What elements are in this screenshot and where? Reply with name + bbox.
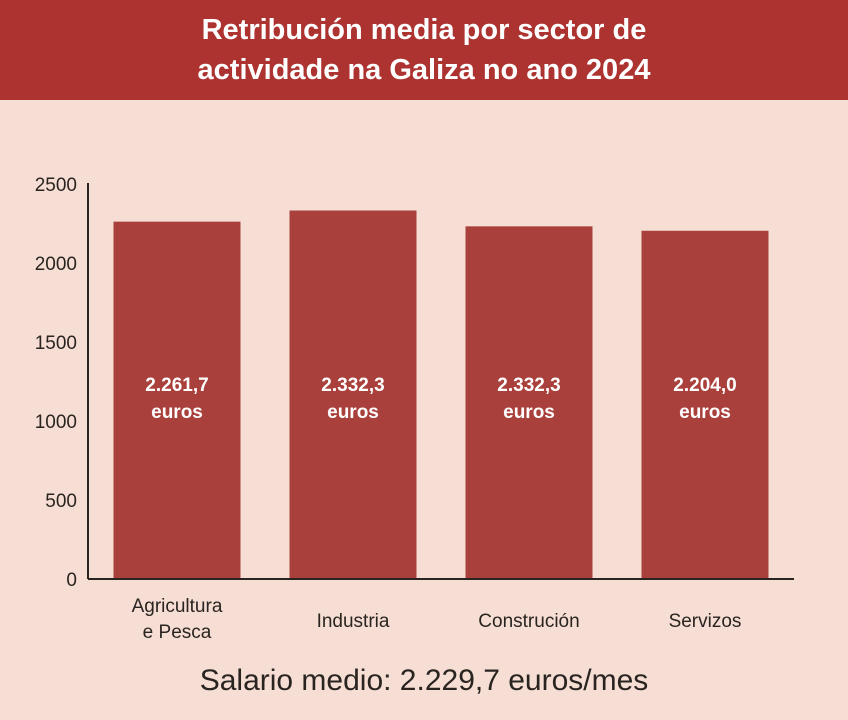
bar-value-label: euros [327, 402, 379, 423]
bar-value-label: 2.204,0 [673, 375, 736, 396]
bar-value-label: euros [679, 402, 731, 423]
category-label: Servizos [669, 611, 742, 632]
average-salary-caption: Salario medio: 2.229,7 euros/mes [199, 664, 649, 697]
bar-chart: 0 500 1000 1500 2000 2500 2.261,7 euros Agricult… [35, 175, 794, 643]
y-tick-label: 1000 [35, 412, 77, 433]
y-tick-label: 500 [45, 491, 77, 512]
bar-value-label: 2.332,3 [321, 375, 384, 396]
category-label: e Pesca [143, 622, 212, 643]
bar [113, 221, 241, 579]
title-banner: Retribución media por sector de activida… [0, 0, 848, 100]
category-label: Agricultura [132, 596, 223, 617]
bar-value-label: euros [503, 402, 555, 423]
bar [465, 226, 593, 579]
bar-value-label: 2.261,7 [145, 375, 208, 396]
bar [641, 230, 769, 579]
y-tick-label: 0 [66, 570, 77, 591]
category-label: Industria [317, 611, 390, 632]
bar-value-label: euros [151, 402, 203, 423]
category-label: Construción [478, 611, 579, 632]
y-tick-label: 2500 [35, 175, 77, 196]
chart-title: Retribución media por sector de activida… [197, 14, 651, 86]
bar [289, 210, 417, 580]
bar-value-label: 2.332,3 [497, 375, 560, 396]
y-tick-label: 1500 [35, 333, 77, 354]
y-tick-label: 2000 [35, 254, 77, 275]
